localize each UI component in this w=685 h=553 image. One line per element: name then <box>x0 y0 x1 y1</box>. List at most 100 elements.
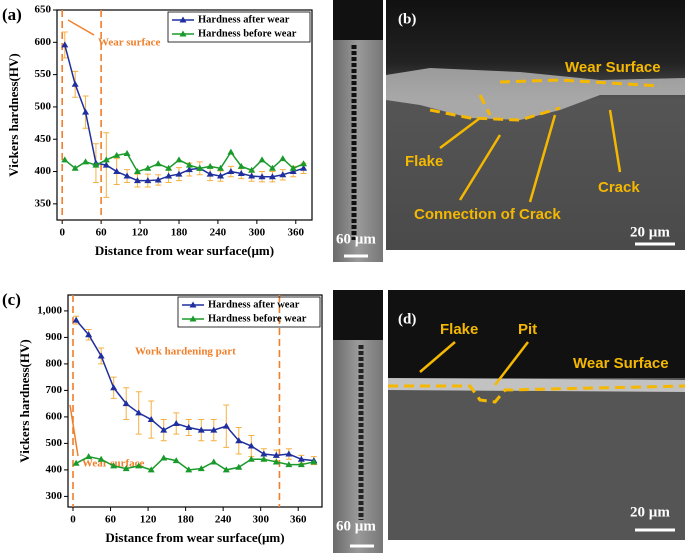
annotation: Pit <box>518 321 537 338</box>
point <box>227 148 235 155</box>
annotation: Flake <box>405 153 443 170</box>
series-line <box>75 319 314 462</box>
x-tick-label: 60 <box>96 227 108 239</box>
point <box>310 458 318 465</box>
x-tick-label: 360 <box>288 227 305 239</box>
x-tick-label: 60 <box>105 514 117 526</box>
x-axis-title: Distance from wear surface(µm) <box>95 243 274 258</box>
annotation: Wear surface <box>98 37 161 49</box>
point <box>268 173 276 180</box>
point <box>247 455 255 462</box>
point <box>289 164 297 171</box>
point <box>247 442 255 449</box>
point <box>272 451 280 458</box>
point <box>123 149 131 156</box>
legend-label: Hardness after wear <box>198 14 290 25</box>
point <box>85 453 93 460</box>
point <box>260 450 268 457</box>
y-axis-title: Vickers hardness(HV) <box>6 53 21 176</box>
point <box>113 168 121 175</box>
micrograph-d: (d) Flake Pit Wear Surface 20 µm <box>388 290 685 540</box>
point <box>61 41 69 48</box>
panel-label: (b) <box>398 11 416 27</box>
point <box>135 462 143 469</box>
point <box>297 455 305 462</box>
point <box>285 461 293 468</box>
x-tick-label: 120 <box>132 227 149 239</box>
legend-marker <box>179 16 187 23</box>
point <box>235 463 243 470</box>
point <box>102 156 110 163</box>
x-tick-label: 120 <box>140 514 157 526</box>
y-tick-label: 400 <box>35 165 52 177</box>
micrograph-strip: 60 µm <box>333 290 383 553</box>
point <box>82 108 90 115</box>
scale-label: 60 µm <box>336 518 376 534</box>
x-tick-label: 300 <box>252 514 269 526</box>
point <box>300 160 308 167</box>
point <box>160 426 168 433</box>
plot-frame <box>56 9 313 221</box>
point <box>197 465 205 472</box>
point <box>144 164 152 171</box>
point <box>97 352 105 359</box>
point <box>165 172 173 179</box>
legend-frame <box>177 296 321 328</box>
x-tick-label: 180 <box>177 514 194 526</box>
point <box>248 166 256 173</box>
x-tick-label: 240 <box>215 514 232 526</box>
x-axis-title: Distance from wear surface(µm) <box>105 530 284 545</box>
point <box>222 466 230 473</box>
point <box>147 416 155 423</box>
annotation: Crack <box>598 179 640 196</box>
point <box>82 158 90 165</box>
y-tick-label: 500 <box>35 100 52 112</box>
legend-frame <box>167 11 311 43</box>
point <box>300 164 308 171</box>
point <box>72 316 80 323</box>
point <box>297 461 305 468</box>
point <box>279 155 287 162</box>
point <box>92 161 100 168</box>
point <box>185 166 193 173</box>
annotation: Connection of Crack <box>414 206 561 223</box>
legend-label: Hardness after wear <box>208 299 300 310</box>
point <box>71 164 79 171</box>
point <box>160 454 168 461</box>
point <box>175 156 183 163</box>
point <box>237 169 245 176</box>
scale-label: 60 µm <box>336 231 376 247</box>
annotation: Work hardening part <box>135 346 236 358</box>
annotation: Wear Surface <box>565 59 661 76</box>
point <box>235 437 243 444</box>
x-tick-label: 240 <box>210 227 227 239</box>
y-tick-label: 700 <box>46 384 63 396</box>
y-tick-label: 650 <box>35 4 52 16</box>
point <box>133 177 141 184</box>
point <box>154 176 162 183</box>
point <box>71 80 79 87</box>
point <box>279 171 287 178</box>
point <box>110 384 118 391</box>
point <box>237 162 245 169</box>
y-tick-label: 400 <box>46 463 63 475</box>
panel-label: (d) <box>398 311 416 327</box>
point <box>133 168 141 175</box>
y-tick-label: 500 <box>46 437 63 449</box>
point <box>113 151 121 158</box>
point <box>135 409 143 416</box>
micrograph-strip: 60 µm <box>333 0 383 262</box>
point <box>196 164 204 171</box>
point <box>210 458 218 465</box>
point <box>165 164 173 171</box>
point <box>172 420 180 427</box>
point <box>144 177 152 184</box>
point <box>217 164 225 171</box>
y-tick-label: 350 <box>35 197 52 209</box>
plot-frame <box>67 294 323 508</box>
point <box>285 450 293 457</box>
point <box>185 424 193 430</box>
point <box>123 172 131 179</box>
point <box>72 459 80 466</box>
